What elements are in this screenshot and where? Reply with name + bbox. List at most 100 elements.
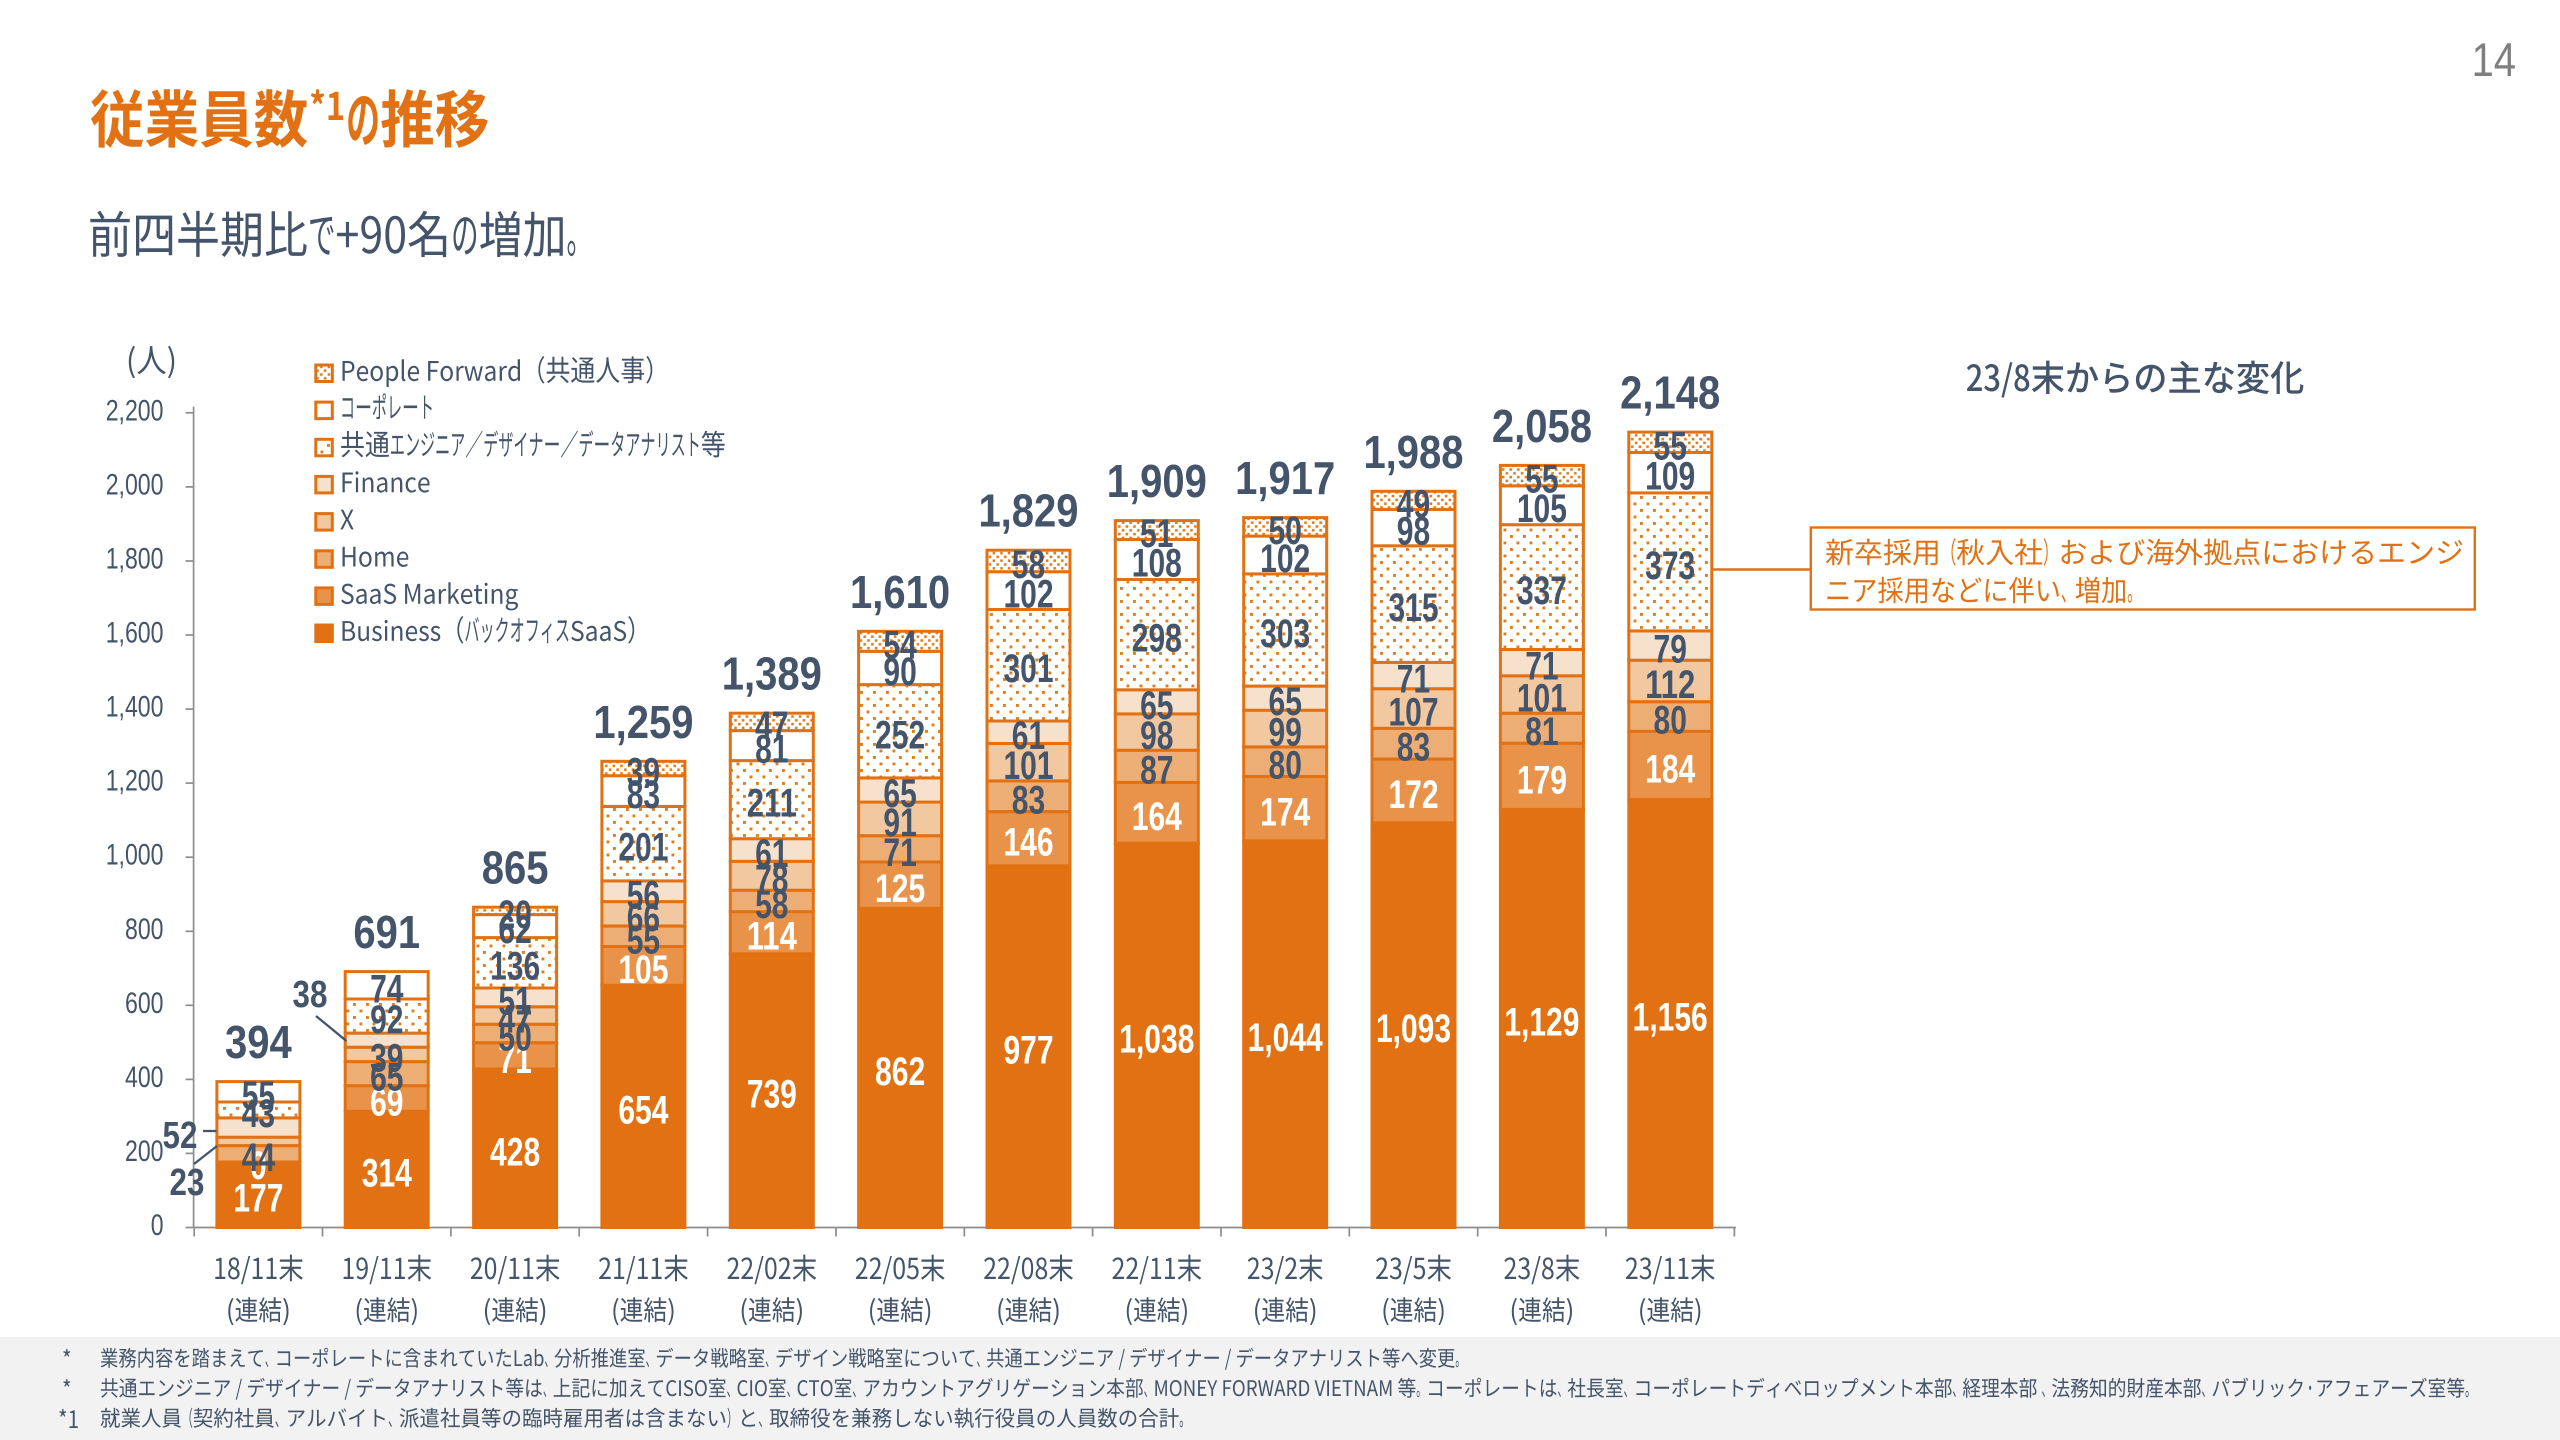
- svg-text:1,800: 1,800: [106, 543, 164, 576]
- svg-text:65: 65: [883, 772, 916, 816]
- svg-text:65: 65: [1140, 684, 1173, 728]
- svg-text:47: 47: [498, 998, 531, 1042]
- svg-text:55: 55: [1525, 458, 1558, 502]
- svg-text:47: 47: [755, 704, 788, 748]
- svg-text:177: 177: [233, 1177, 283, 1221]
- svg-text:80: 80: [1654, 699, 1687, 743]
- svg-text:1,610: 1,610: [850, 566, 950, 618]
- svg-text:58: 58: [755, 883, 788, 927]
- svg-text:87: 87: [1140, 748, 1173, 792]
- svg-text:49: 49: [1397, 482, 1430, 526]
- svg-text:55: 55: [627, 918, 660, 962]
- svg-text:50: 50: [1269, 509, 1302, 553]
- svg-text:654: 654: [618, 1088, 669, 1132]
- svg-text:179: 179: [1517, 758, 1567, 802]
- svg-text:314: 314: [362, 1151, 413, 1195]
- svg-text:102: 102: [1003, 573, 1053, 617]
- svg-text:58: 58: [1012, 543, 1045, 587]
- svg-text:315: 315: [1388, 586, 1438, 630]
- svg-text:80: 80: [1269, 744, 1302, 788]
- svg-text:1,917: 1,917: [1235, 452, 1335, 504]
- svg-text:44: 44: [242, 1136, 276, 1180]
- svg-text:92: 92: [370, 998, 403, 1042]
- svg-text:303: 303: [1260, 612, 1310, 656]
- svg-text:373: 373: [1645, 544, 1695, 588]
- svg-text:112: 112: [1645, 663, 1695, 707]
- svg-text:146: 146: [1003, 821, 1053, 865]
- svg-text:78: 78: [755, 858, 788, 902]
- svg-text:90: 90: [883, 650, 916, 694]
- svg-text:43: 43: [242, 1092, 275, 1136]
- svg-text:71: 71: [1397, 658, 1430, 702]
- svg-text:0: 0: [250, 1144, 267, 1188]
- svg-text:105: 105: [618, 948, 668, 992]
- svg-text:14: 14: [2472, 33, 2516, 86]
- svg-text:2,000: 2,000: [106, 468, 164, 501]
- svg-text:298: 298: [1132, 617, 1182, 661]
- svg-text:2,058: 2,058: [1492, 400, 1592, 452]
- svg-text:107: 107: [1388, 691, 1438, 735]
- svg-text:172: 172: [1388, 773, 1438, 817]
- svg-text:23: 23: [170, 1162, 205, 1204]
- svg-text:1,093: 1,093: [1376, 1007, 1451, 1051]
- svg-text:62: 62: [498, 908, 531, 952]
- svg-text:74: 74: [370, 967, 404, 1011]
- svg-text:400: 400: [125, 1061, 164, 1094]
- svg-text:52: 52: [163, 1115, 198, 1157]
- svg-text:61: 61: [1012, 714, 1045, 758]
- svg-text:54: 54: [883, 623, 917, 667]
- svg-text:2,200: 2,200: [106, 394, 164, 427]
- svg-text:1,909: 1,909: [1107, 455, 1207, 507]
- svg-text:600: 600: [125, 987, 164, 1020]
- svg-text:394: 394: [225, 1016, 292, 1068]
- svg-text:1,038: 1,038: [1119, 1017, 1194, 1061]
- svg-text:83: 83: [1397, 726, 1430, 770]
- svg-text:1,129: 1,129: [1504, 1001, 1579, 1045]
- svg-text:1,389: 1,389: [722, 648, 822, 700]
- svg-text:164: 164: [1132, 795, 1183, 839]
- svg-text:865: 865: [482, 842, 549, 894]
- svg-text:51: 51: [1140, 512, 1173, 556]
- svg-text:83: 83: [627, 773, 660, 817]
- svg-text:211: 211: [747, 782, 797, 826]
- svg-text:739: 739: [747, 1073, 797, 1117]
- svg-text:1,600: 1,600: [106, 617, 164, 650]
- svg-text:1,200: 1,200: [106, 765, 164, 798]
- svg-text:428: 428: [490, 1130, 540, 1174]
- svg-text:337: 337: [1517, 569, 1567, 613]
- svg-text:69: 69: [370, 1081, 403, 1125]
- svg-text:50: 50: [498, 1016, 531, 1060]
- svg-text:2,148: 2,148: [1620, 367, 1720, 419]
- svg-text:184: 184: [1645, 747, 1696, 791]
- svg-text:99: 99: [1269, 711, 1302, 755]
- svg-text:55: 55: [1654, 424, 1687, 468]
- svg-text:800: 800: [125, 913, 164, 946]
- svg-text:66: 66: [627, 896, 660, 940]
- svg-text:174: 174: [1260, 791, 1311, 835]
- svg-text:1,044: 1,044: [1248, 1016, 1324, 1060]
- svg-text:56: 56: [627, 873, 660, 917]
- svg-text:200: 200: [125, 1135, 164, 1168]
- svg-text:38: 38: [293, 974, 328, 1016]
- svg-text:1,829: 1,829: [978, 485, 1078, 537]
- svg-text:1,259: 1,259: [593, 696, 693, 748]
- svg-text:1,400: 1,400: [106, 691, 164, 724]
- svg-text:862: 862: [875, 1050, 925, 1094]
- svg-text:114: 114: [747, 915, 798, 959]
- svg-text:81: 81: [1525, 710, 1558, 754]
- svg-text:102: 102: [1260, 537, 1310, 581]
- svg-text:101: 101: [1003, 744, 1053, 788]
- svg-text:691: 691: [353, 906, 420, 958]
- svg-text:39: 39: [370, 1036, 403, 1080]
- svg-text:65: 65: [1269, 680, 1302, 724]
- svg-text:71: 71: [1525, 645, 1558, 689]
- svg-text:0: 0: [151, 1209, 164, 1242]
- svg-text:977: 977: [1003, 1029, 1053, 1073]
- svg-text:98: 98: [1140, 714, 1173, 758]
- svg-text:71: 71: [883, 831, 916, 875]
- svg-text:1,000: 1,000: [106, 839, 164, 872]
- svg-text:83: 83: [1012, 778, 1045, 822]
- svg-text:201: 201: [618, 826, 668, 870]
- svg-text:109: 109: [1645, 455, 1695, 499]
- svg-text:61: 61: [755, 832, 788, 876]
